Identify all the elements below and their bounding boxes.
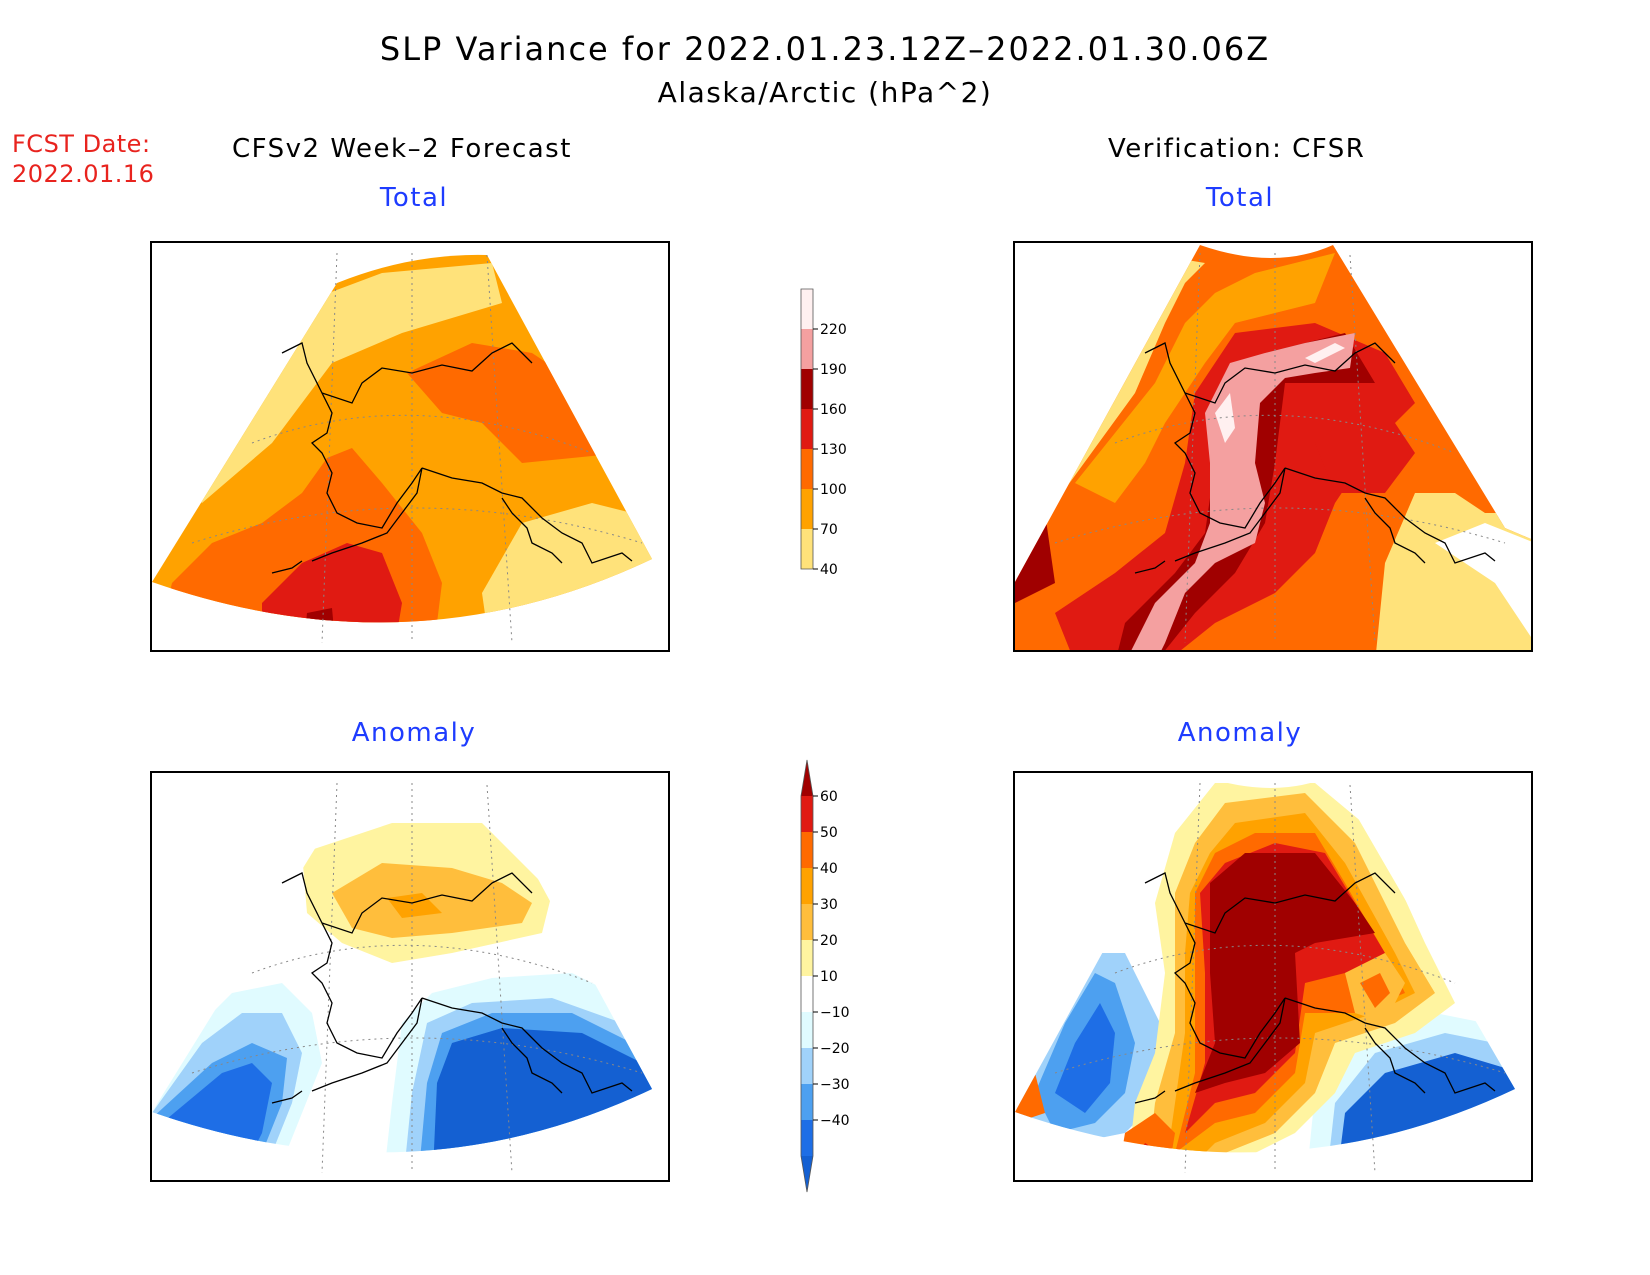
colorbar-swatch <box>801 289 813 329</box>
chart-subtitle: Alaska/Arctic (hPa^2) <box>657 76 993 109</box>
colorbar-swatch <box>801 832 813 868</box>
colorbar-swatch <box>801 1048 813 1084</box>
colorbar-swatch <box>801 904 813 940</box>
forecast-anomaly-map <box>150 771 670 1182</box>
colorbar-tick-label: −30 <box>820 1077 850 1093</box>
forecast-anomaly-label: Anomaly <box>351 718 477 748</box>
verification-total-map <box>1013 241 1533 652</box>
colorbar-swatch <box>801 1012 813 1048</box>
colorbar-tick-label: 60 <box>820 789 838 805</box>
forecast-total-label: Total <box>379 183 449 213</box>
colorbar-swatch <box>801 1084 813 1120</box>
colorbar-tick-label: 30 <box>820 897 838 913</box>
colorbar-swatch <box>801 868 813 904</box>
chart-title: SLP Variance for 2022.01.23.12Z–2022.01.… <box>379 30 1271 68</box>
colorbar-tick-label: 50 <box>820 825 838 841</box>
colorbar-tick-label: 20 <box>820 933 838 949</box>
colorbar-swatch <box>801 940 813 976</box>
verification-anomaly-map <box>1013 771 1533 1182</box>
colorbar-swatch <box>801 760 813 796</box>
colorbar-swatch <box>801 489 813 529</box>
forecast-total-map <box>150 241 670 652</box>
colorbar-swatch <box>801 369 813 409</box>
colorbar-tick-label: 190 <box>820 362 847 378</box>
colorbar-swatch <box>801 529 813 569</box>
colorbar-tick-label: 100 <box>820 482 847 498</box>
fcst-date-value: 2022.01.16 <box>12 160 155 188</box>
colorbar-tick-label: 130 <box>820 442 847 458</box>
colorbar-tick-label: 10 <box>820 969 838 985</box>
colorbar-tick-label: 40 <box>820 562 838 578</box>
colorbar-swatch <box>801 976 813 1012</box>
colorbar-tick-label: 160 <box>820 402 847 418</box>
verification-column-heading: Verification: CFSR <box>1108 134 1366 164</box>
anomaly-colorbar: 60 50 40 30 20 10 −10 −20 −30 −40 <box>795 755 875 1205</box>
colorbar-swatch <box>801 796 813 832</box>
colorbar-tick-label: −10 <box>820 1005 850 1021</box>
colorbar-tick-label: 220 <box>820 322 847 338</box>
colorbar-swatch <box>801 329 813 369</box>
colorbar-swatch <box>801 1120 813 1156</box>
fcst-date-label: FCST Date: <box>12 130 151 158</box>
forecast-column-heading: CFSv2 Week–2 Forecast <box>232 134 572 164</box>
colorbar-tick-label: 40 <box>820 861 838 877</box>
colorbar-swatch <box>801 409 813 449</box>
colorbar-swatch <box>801 1156 813 1192</box>
verification-anomaly-label: Anomaly <box>1177 718 1303 748</box>
colorbar-tick-label: −20 <box>820 1041 850 1057</box>
total-colorbar: 220 190 160 130 100 70 40 <box>795 284 875 614</box>
colorbar-tick-label: −40 <box>820 1113 850 1129</box>
colorbar-swatch <box>801 449 813 489</box>
colorbar-tick-label: 70 <box>820 522 838 538</box>
verification-total-label: Total <box>1205 183 1275 213</box>
